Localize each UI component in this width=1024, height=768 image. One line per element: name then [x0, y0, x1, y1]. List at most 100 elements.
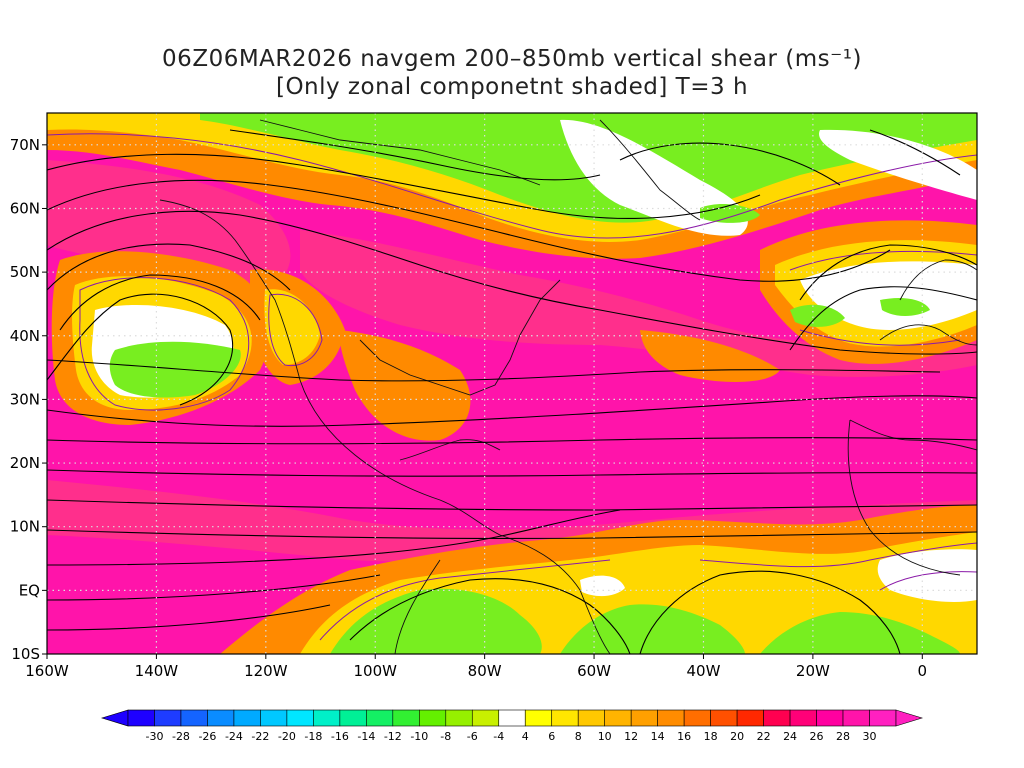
shading-white-europe: [800, 261, 977, 330]
shading-orange-southus: [339, 330, 471, 441]
colorbar-label: 16: [677, 730, 691, 743]
colorbar-swatch: [657, 709, 685, 727]
colorbar-swatch: [419, 709, 447, 727]
colorbar-labels: -30 -28 -26 -24 -22 -20 -18 -16 -14 -12 -10 -8 -6 -4 4…: [145, 730, 876, 743]
colorbar: [100, 709, 924, 727]
colorbar-swatch: [127, 709, 155, 727]
colorbar-label: -12: [384, 730, 402, 743]
chart-title-line2: [Only zonal componetnt shaded] T=3 h: [275, 74, 749, 100]
map-plot-area: [47, 113, 977, 654]
shading-green-iberia: [880, 298, 930, 316]
colorbar-label: 30: [863, 730, 877, 743]
shading-pink-jet: [300, 230, 977, 377]
shading-green-southamerica-east: [560, 604, 745, 654]
colorbar-arrow-right: [895, 709, 924, 727]
shading-orange-midatlantic: [640, 330, 780, 382]
latitude-label: 10S: [11, 645, 40, 663]
colorbar-label: 24: [783, 730, 797, 743]
longitude-label: 40W: [687, 662, 721, 680]
longitude-labels: 160W 140W 120W 100W 80W 60W 40W 20W 0: [25, 654, 927, 680]
colorbar-swatch: [736, 709, 764, 727]
colorbar-swatch: [366, 709, 394, 727]
colorbar-label: 10: [598, 730, 612, 743]
grid-lines: [47, 113, 977, 654]
colorbar-swatch: [154, 709, 182, 727]
colorbar-swatch: [763, 709, 791, 727]
colorbar-swatch: [233, 709, 261, 727]
longitude-label: 0: [918, 662, 928, 680]
colorbar-swatch: [180, 709, 208, 727]
longitude-label: 120W: [244, 662, 288, 680]
latitude-label: 60N: [10, 199, 40, 217]
colorbar-label: -22: [251, 730, 269, 743]
colorbar-swatch: [445, 709, 473, 727]
colorbar-label: -26: [198, 730, 216, 743]
colorbar-swatch: [842, 709, 870, 727]
colorbar-swatch: [551, 709, 579, 727]
colorbar-label: -20: [278, 730, 296, 743]
latitude-label: EQ: [19, 581, 40, 599]
longitude-label: 20W: [796, 662, 830, 680]
shading-green-southamerica-west: [330, 588, 542, 654]
shading-white-africa: [877, 549, 977, 602]
colorbar-swatch: [789, 709, 817, 727]
latitude-label: 20N: [10, 454, 40, 472]
colorbar-swatch: [816, 709, 844, 727]
longitude-label: 80W: [468, 662, 502, 680]
shading-green-atlantic-south: [760, 612, 960, 654]
latitude-labels: 70N 60N 50N 40N 30N 20N 10N EQ 10S: [10, 136, 47, 663]
colorbar-swatch: [630, 709, 658, 727]
colorbar-swatch: [604, 709, 632, 727]
latitude-label: 50N: [10, 263, 40, 281]
colorbar-label: 12: [624, 730, 638, 743]
colorbar-label: -18: [304, 730, 322, 743]
colorbar-label: -28: [172, 730, 190, 743]
colorbar-label: 26: [810, 730, 824, 743]
colorbar-swatch: [710, 709, 738, 727]
colorbar-label: 14: [651, 730, 665, 743]
colorbar-arrow-left: [100, 709, 129, 727]
latitude-label: 30N: [10, 390, 40, 408]
colorbar-label: -6: [467, 730, 478, 743]
colorbar-swatch: [577, 709, 605, 727]
longitude-label: 160W: [25, 662, 69, 680]
colorbar-label: 28: [836, 730, 850, 743]
longitude-label: 100W: [354, 662, 398, 680]
colorbar-swatch: [683, 709, 711, 727]
colorbar-label: -14: [357, 730, 375, 743]
colorbar-swatch: [207, 709, 235, 727]
colorbar-swatch: [286, 709, 314, 727]
latitude-label: 70N: [10, 136, 40, 154]
colorbar-label: -8: [440, 730, 451, 743]
shading-white-norway: [819, 129, 977, 200]
colorbar-label: 4: [522, 730, 529, 743]
colorbar-swatch: [471, 709, 500, 727]
colorbar-swatch: [339, 709, 367, 727]
colorbar-label: 6: [548, 730, 555, 743]
map-frame: [46, 112, 978, 655]
shading-green-pacific-low: [109, 341, 241, 398]
colorbar-swatch: [313, 709, 341, 727]
chart-title-line1: 06Z06MAR2026 navgem 200–850mb vertical s…: [162, 46, 862, 72]
colorbar-label: 18: [704, 730, 718, 743]
colorbar-swatch: [524, 709, 553, 727]
colorbar-label: -4: [493, 730, 504, 743]
colorbar-label: -30: [145, 730, 163, 743]
latitude-label: 40N: [10, 327, 40, 345]
colorbar-swatch: [260, 709, 288, 727]
coastlines: [159, 119, 977, 654]
longitude-label: 140W: [135, 662, 179, 680]
shading-white-greenland: [560, 119, 748, 236]
shading-white-brazil: [580, 575, 625, 597]
colorbar-swatch: [498, 709, 526, 727]
colorbar-swatch: [392, 709, 420, 727]
contour-lines: [47, 133, 977, 641]
colorbar-label: 22: [757, 730, 771, 743]
colorbar-label: -10: [410, 730, 428, 743]
colorbar-label: 8: [575, 730, 582, 743]
longitude-label: 60W: [577, 662, 611, 680]
colorbar-label: 20: [730, 730, 744, 743]
colorbar-label: -24: [225, 730, 243, 743]
colorbar-swatch: [869, 709, 897, 727]
